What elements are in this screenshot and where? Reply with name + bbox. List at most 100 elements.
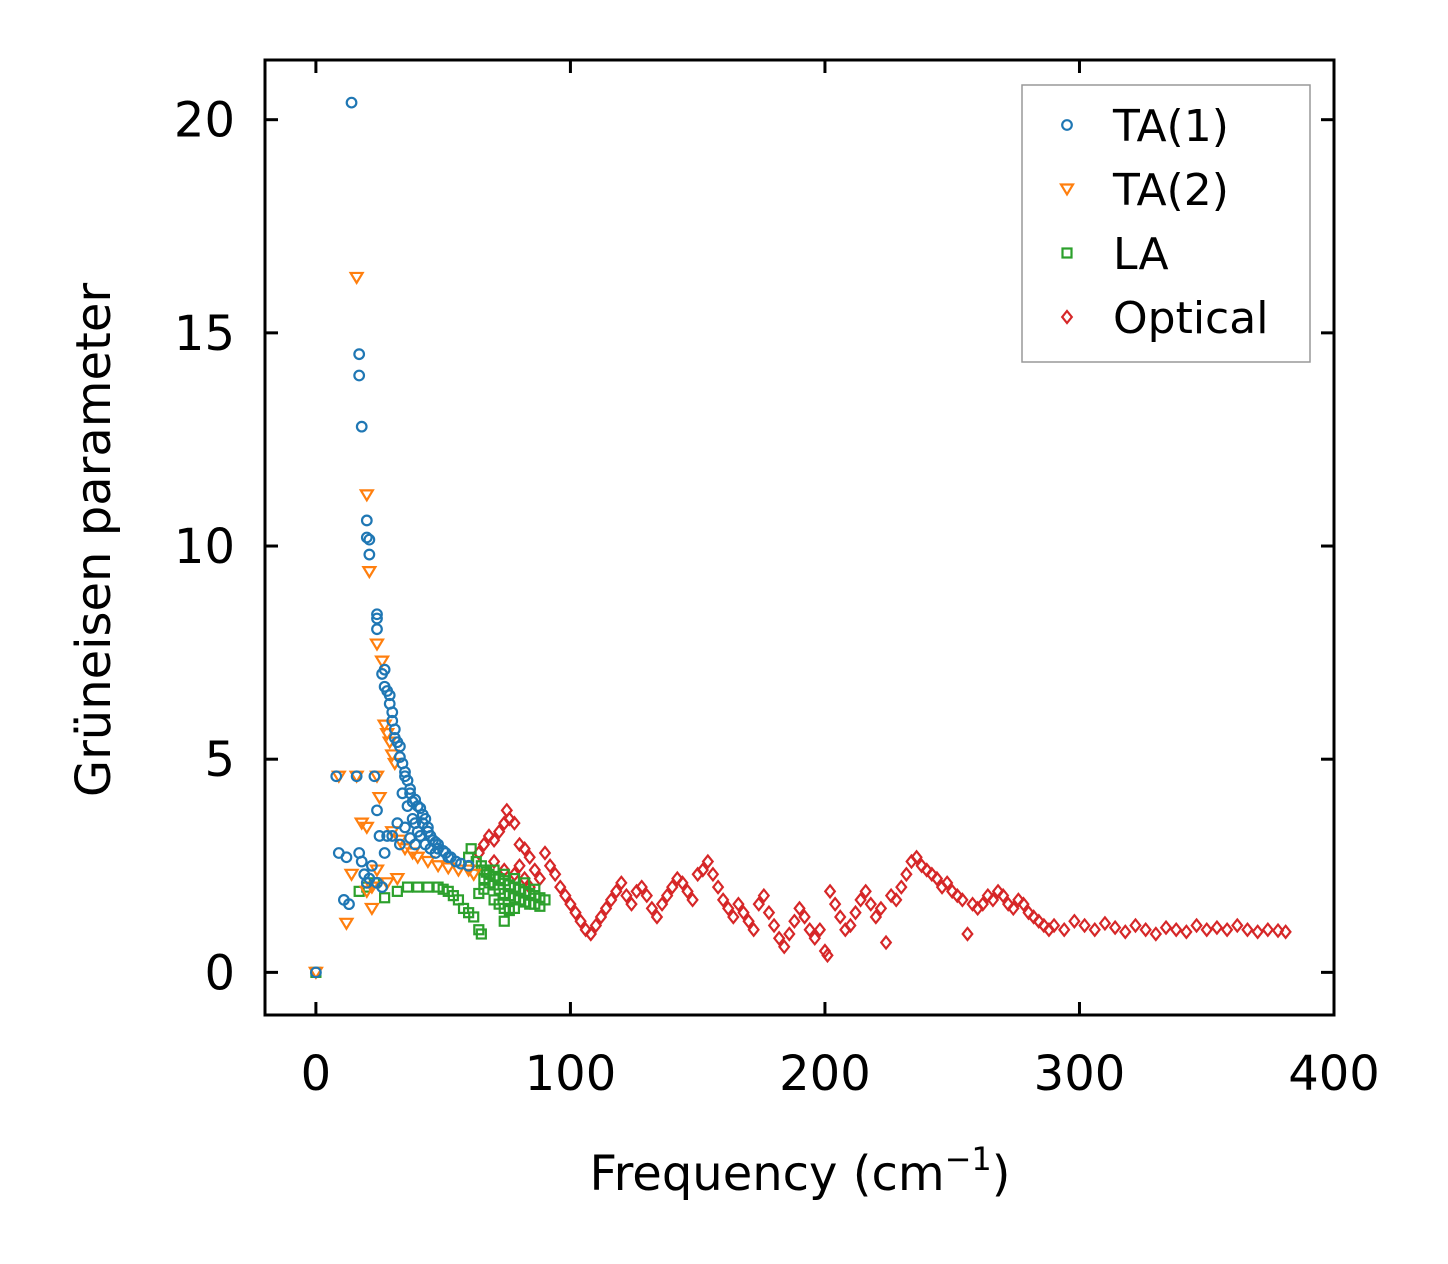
marker-optical-26 [569,904,582,921]
marker-optical-1 [477,836,491,853]
marker-optical-44 [660,887,674,904]
marker-ta-1-7 [363,533,376,546]
marker-ta-2-6 [376,719,393,733]
legend-label-ta-1: TA(1) [1112,101,1229,152]
marker-optical-41 [645,900,659,917]
marker-optical-15 [513,858,526,874]
marker-optical-129 [1129,917,1142,934]
marker-ta-2-27 [465,868,482,882]
marker-optical-39 [635,879,648,895]
marker-la-58 [519,877,531,889]
marker-ta-1-64 [391,817,404,830]
marker-ta-1-8 [363,548,376,561]
marker-optical-115 [1017,896,1030,912]
marker-optical-123 [1068,913,1081,929]
marker-optical-134 [1180,924,1193,940]
marker-la-8 [422,881,434,893]
marker-ta-2-34 [338,917,355,931]
marker-optical-29 [584,926,597,942]
marker-ta-1-50 [455,857,467,870]
marker-optical-70 [793,900,806,917]
marker-optical-49 [686,892,699,908]
marker-ta-1-5 [360,514,373,527]
marker-optical-54 [711,879,725,895]
marker-ta-1-73 [350,770,363,783]
marker-optical-98 [930,870,944,887]
marker-optical-132 [1159,919,1173,936]
marker-ta-2-21 [409,851,426,865]
marker-la-5 [391,885,403,897]
marker-optical-58 [732,896,745,912]
marker-ta-1-52 [396,787,409,800]
marker-ta-1-60 [429,847,442,859]
marker-la-16 [468,911,480,923]
marker-optical-85 [864,896,877,912]
marker-optical-3 [487,832,501,848]
marker-optical-100 [940,875,954,891]
marker-optical-79 [834,909,847,925]
marker-optical-89 [884,887,898,904]
marker-la-59 [529,883,541,895]
marker-ta-2-3 [361,566,378,580]
marker-optical-78 [828,896,842,912]
marker-optical-48 [681,883,694,900]
x-axis-label-main: Frequency (cm [589,1146,944,1202]
marker-optical-25 [564,896,577,912]
legend-marker-ta-1 [1061,119,1073,131]
marker-optical-88 [879,934,893,951]
marker-optical-124 [1078,917,1091,934]
marker-optical-72 [803,921,816,938]
marker-la-6 [401,881,414,893]
x-axis-label-end: ) [992,1146,1011,1202]
marker-optical-139 [1231,917,1244,934]
marker-ta-1-62 [404,832,416,844]
marker-ta-2-11 [371,791,388,806]
legend-marker-la [1061,247,1073,259]
marker-optical-94 [910,849,923,866]
legend: TA(1) TA(2) LA Optical [1021,84,1311,363]
marker-optical-112 [1002,896,1015,912]
marker-ta-2-2 [358,489,375,503]
marker-ta-1-67 [381,830,394,842]
marker-optical-10 [518,840,531,857]
marker-ta-1-72 [330,770,343,783]
marker-ta-1-9 [371,608,383,621]
marker-optical-91 [895,879,908,895]
marker-optical-51 [696,862,709,878]
axis-ticks: 0 100 200 300 400 0 5 10 15 20 [174,60,1380,1102]
data-markers [307,96,1292,980]
marker-ta-1-83 [376,881,388,893]
marker-ta-1-81 [366,859,378,872]
marker-ta-1-13 [378,663,391,676]
marker-ta-1-63 [409,838,422,851]
legend-marker-optical [1060,309,1074,325]
marker-ta-1-66 [386,830,399,842]
marker-optical-73 [808,930,821,947]
marker-ta-1-77 [355,855,368,868]
marker-optical-105 [966,896,979,912]
marker-optical-64 [762,904,776,921]
marker-optical-143 [1271,922,1285,939]
marker-optical-8 [508,815,521,831]
marker-optical-18 [528,862,542,878]
marker-ta-1-53 [401,800,414,812]
marker-optical-20 [538,845,552,861]
marker-ta-1-34 [414,802,427,815]
marker-optical-27 [574,913,587,929]
legend-label-ta-2: TA(2) [1112,165,1229,216]
marker-optical-121 [1047,917,1061,934]
marker-optical-57 [727,909,740,925]
marker-ta-2-1 [348,271,365,285]
plot-frame [263,58,1336,1017]
marker-la-54 [498,915,510,927]
marker-ta-2-23 [430,860,447,874]
marker-ta-1-71 [368,770,381,783]
marker-ta-2-4 [369,638,385,652]
marker-optical-37 [625,896,638,912]
marker-ta-2-32 [389,872,406,887]
marker-la-56 [498,868,510,880]
marker-optical-84 [859,883,872,900]
marker-optical-60 [742,913,755,929]
marker-optical-34 [610,883,623,900]
